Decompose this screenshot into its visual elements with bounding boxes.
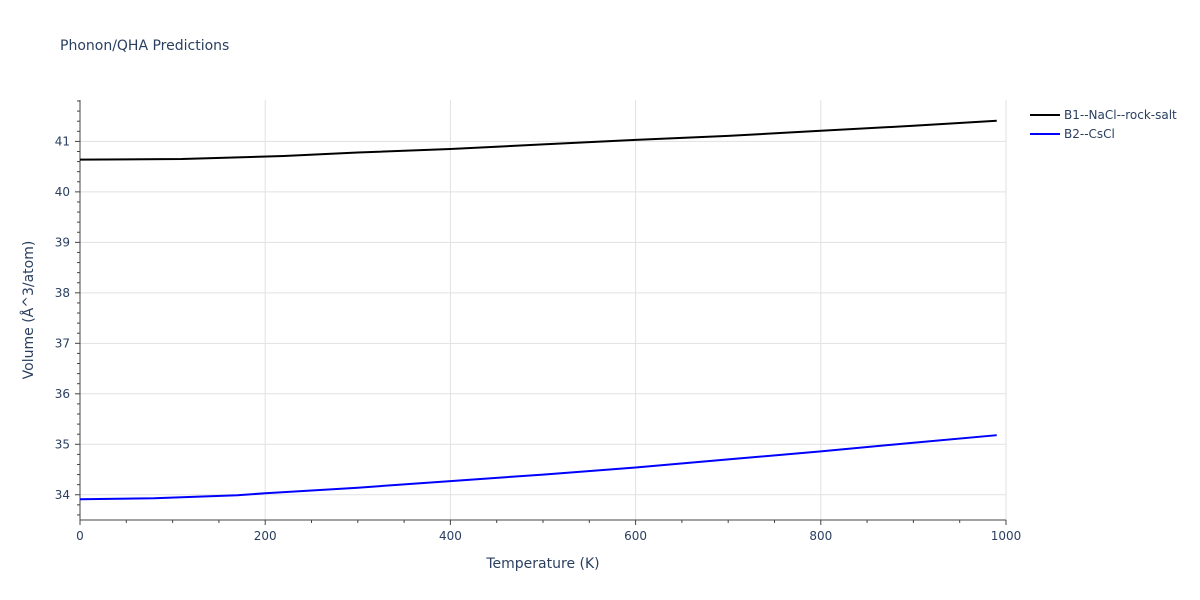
- chart-title: Phonon/QHA Predictions: [60, 38, 229, 54]
- axes: 0 200 400 600 800 1000 34 35 36 37 38 39 40 41: [55, 100, 1022, 543]
- y-tick-label: 40: [55, 185, 70, 199]
- legend-item[interactable]: B2--CsCl: [1030, 127, 1115, 141]
- legend-label: B1--NaCl--rock-salt: [1064, 108, 1177, 122]
- legend-item[interactable]: B1--NaCl--rock-salt: [1030, 108, 1177, 122]
- y-tick-label: 34: [55, 488, 70, 502]
- legend[interactable]: B1--NaCl--rock-salt B2--CsCl: [1030, 108, 1177, 141]
- x-tick-label: 1000: [991, 529, 1022, 543]
- y-axis-title: Volume (Å^3/atom): [20, 241, 37, 380]
- y-tick-label: 39: [55, 235, 70, 249]
- y-tick-label: 41: [55, 134, 70, 148]
- x-tick-label: 800: [809, 529, 832, 543]
- series-line-1: [79, 434, 997, 501]
- legend-label: B2--CsCl: [1064, 127, 1115, 141]
- x-axis-title: Temperature (K): [485, 556, 599, 572]
- y-tick-label: 35: [55, 437, 70, 451]
- series-line-0: [79, 119, 997, 161]
- x-tick-label: 400: [439, 529, 462, 543]
- series-group: [79, 119, 997, 501]
- y-tick-label: 37: [55, 336, 70, 350]
- x-tick-label: 600: [624, 529, 647, 543]
- grid: [80, 100, 1007, 520]
- x-tick-label: 200: [254, 529, 277, 543]
- x-tick-label: 0: [76, 529, 84, 543]
- y-tick-label: 36: [55, 387, 70, 401]
- y-tick-label: 38: [55, 286, 70, 300]
